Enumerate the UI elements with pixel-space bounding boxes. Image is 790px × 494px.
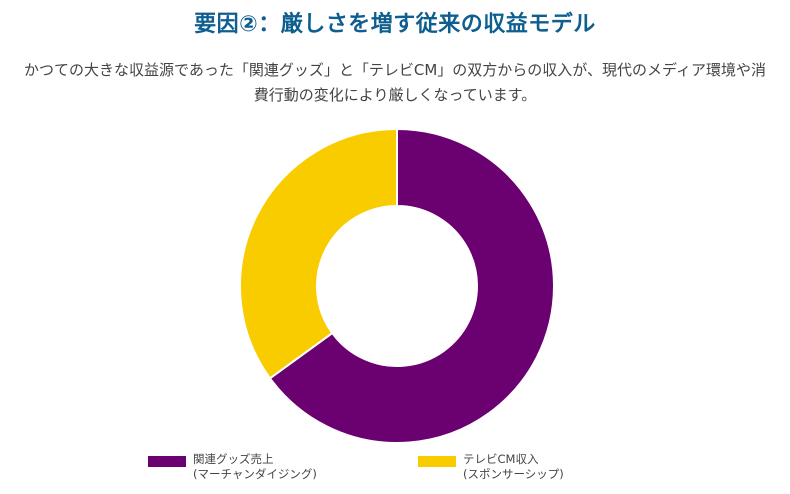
legend-label-merchandise: 関連グッズ売上 — [193, 452, 274, 466]
page-title: 要因②：厳しさを増す従来の収益モデル — [194, 12, 596, 37]
legend-sublabel-tvcm: (スポンサーシップ) — [463, 467, 564, 481]
legend-label-tvcm: テレビCM収入 — [463, 452, 539, 466]
donut-slice-tvcm[interactable] — [239, 127, 398, 380]
legend-swatch-merchandise — [148, 456, 186, 467]
page-description: かつての大きな収益源であった「関連グッズ」と「テレビCM」の双方からの収入が、現… — [24, 61, 766, 104]
legend-item-tvcm[interactable]: テレビCM収入 (スポンサーシップ) — [418, 452, 564, 482]
legend-item-merchandise[interactable]: 関連グッズ売上 (マーチャンダイジング) — [148, 452, 317, 482]
legend-swatch-tvcm — [418, 456, 456, 467]
donut-slice-merchandise[interactable] — [268, 127, 555, 444]
legend-sublabel-merchandise: (マーチャンダイジング) — [193, 467, 317, 481]
